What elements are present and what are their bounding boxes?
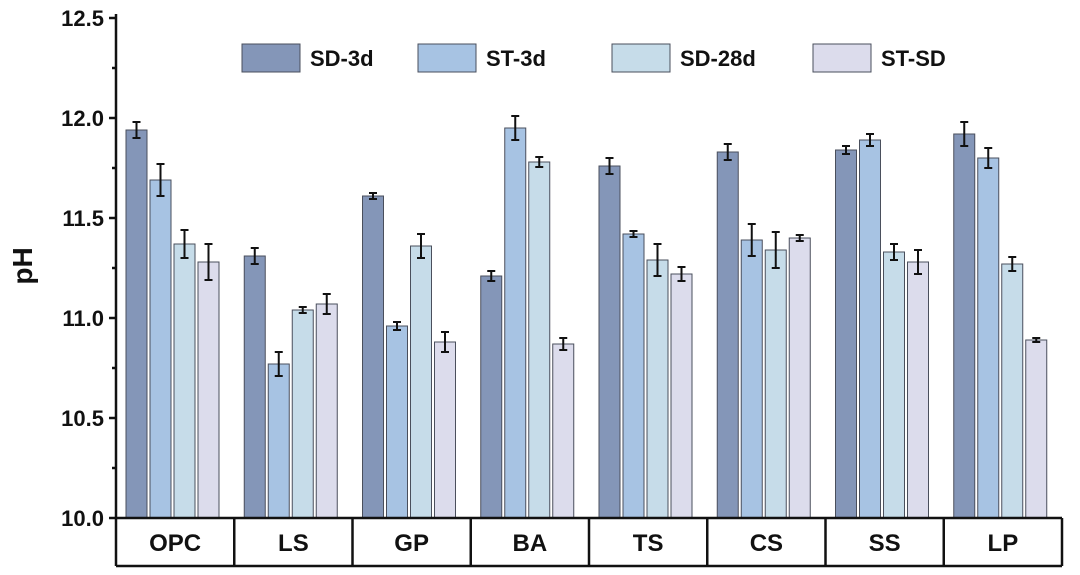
- error-bar-st-sd-opc: [204, 243, 213, 281]
- category-label-ba: BA: [513, 530, 548, 557]
- legend-item-sd-28d: SD-28d: [611, 43, 756, 73]
- bar-sd-3d-ts: [598, 165, 621, 519]
- error-bar-st-3d-cs: [747, 223, 756, 257]
- error-bar-st-3d-lp: [984, 147, 993, 169]
- error-bar-st-3d-ts: [629, 230, 638, 238]
- error-bar-st-sd-ss: [914, 249, 922, 275]
- category-label-cs: CS: [750, 530, 783, 557]
- bar-st-sd-gp: [434, 341, 456, 519]
- bar-st-3d-cs: [740, 239, 763, 519]
- y-tick-label: 12.0: [61, 106, 104, 131]
- error-bar-sd-3d-gp: [369, 192, 377, 200]
- bar-sd-28d-ba: [528, 161, 551, 519]
- bar-st-sd-cs: [788, 237, 811, 519]
- bar-st-3d-ba: [504, 127, 527, 519]
- error-bar-sd-3d-lp: [960, 121, 969, 147]
- bar-st-sd-ss: [907, 261, 929, 519]
- legend: SD-3d ST-3d SD-28d ST-SD: [241, 43, 946, 73]
- legend-label: SD-28d: [680, 46, 756, 71]
- error-bar-st-3d-gp: [393, 321, 401, 331]
- error-bar-st-sd-ts: [677, 266, 686, 282]
- bar-st-sd-ls: [315, 303, 338, 519]
- bar-sd-28d-ls: [291, 309, 314, 519]
- error-bar-sd-28d-ss: [890, 243, 898, 261]
- y-tick-label: 11.5: [62, 206, 104, 231]
- error-bar-sd-3d-cs: [723, 143, 732, 161]
- error-bar-st-3d-ls: [274, 351, 283, 377]
- bar-sd-3d-ls: [243, 255, 266, 519]
- error-bar-st-3d-opc: [156, 163, 165, 197]
- legend-label: SD-3d: [310, 46, 374, 71]
- bar-st-3d-ss: [859, 139, 881, 519]
- legend-swatch: [241, 43, 301, 73]
- bar-st-sd-ba: [552, 343, 575, 519]
- error-bar-st-sd-cs: [795, 234, 804, 242]
- error-bar-st-sd-gp: [441, 331, 449, 353]
- bar-sd-28d-ss: [883, 251, 905, 519]
- bar-sd-28d-lp: [1001, 263, 1024, 519]
- y-axis-label: pH: [7, 247, 38, 284]
- y-tick-label: 10.0: [61, 506, 104, 531]
- legend-label: ST-3d: [486, 46, 546, 71]
- bar-sd-3d-lp: [953, 133, 976, 519]
- plot-area: [125, 115, 1048, 519]
- bar-sd-3d-cs: [716, 151, 739, 519]
- error-bar-sd-3d-ts: [605, 157, 614, 175]
- error-bar-sd-28d-ba: [535, 156, 544, 168]
- bar-st-sd-opc: [197, 261, 220, 519]
- category-label-lp: LP: [988, 530, 1019, 557]
- axes: OPC LS GP BA TS CS SS LP 10.0 10.5 11.0 11.5 12.0 12.…: [61, 6, 1064, 568]
- bar-st-3d-lp: [977, 157, 1000, 519]
- bar-sd-3d-ba: [480, 275, 503, 519]
- category-label-opc: OPC: [149, 530, 201, 557]
- legend-swatch: [611, 43, 671, 73]
- error-bar-sd-28d-ls: [298, 306, 307, 314]
- error-bar-st-sd-lp: [1032, 337, 1041, 343]
- bar-sd-28d-ts: [646, 259, 669, 519]
- error-bar-sd-28d-ts: [653, 243, 662, 277]
- category-label-ss: SS: [869, 530, 901, 557]
- legend-swatch: [812, 43, 872, 73]
- error-bar-sd-28d-gp: [417, 233, 425, 259]
- error-bar-sd-3d-opc: [132, 121, 141, 139]
- error-bar-sd-3d-ba: [487, 270, 496, 282]
- error-bar-sd-3d-ss: [842, 145, 850, 155]
- error-bar-sd-28d-opc: [180, 229, 189, 259]
- bar-st-3d-ls: [267, 363, 290, 519]
- bar-st-sd-lp: [1025, 339, 1048, 519]
- legend-item-st-sd: ST-SD: [812, 43, 946, 73]
- error-bar-st-sd-ba: [559, 337, 568, 351]
- category-label-ts: TS: [633, 530, 664, 557]
- bar-sd-28d-opc: [173, 243, 196, 519]
- bar-sd-3d-ss: [835, 149, 857, 519]
- bar-st-3d-opc: [149, 179, 172, 519]
- legend-item-st-3d: ST-3d: [417, 43, 546, 73]
- category-label-gp: GP: [394, 530, 429, 557]
- error-bar-sd-28d-lp: [1008, 256, 1017, 272]
- bar-st-3d-ts: [622, 233, 645, 519]
- legend-swatch: [417, 43, 477, 73]
- y-tick-label: 11.0: [62, 306, 104, 331]
- error-bar-st-3d-ss: [866, 133, 874, 147]
- bar-st-sd-ts: [670, 273, 693, 519]
- bar-sd-28d-gp: [410, 245, 432, 519]
- error-bar-sd-28d-cs: [771, 231, 780, 269]
- y-tick-label: 12.5: [61, 6, 104, 31]
- category-label-ls: LS: [278, 530, 309, 557]
- bar-st-3d-gp: [386, 325, 408, 519]
- legend-item-sd-3d: SD-3d: [241, 43, 374, 73]
- y-tick-label: 10.5: [61, 406, 104, 431]
- error-bar-sd-3d-ls: [250, 247, 259, 265]
- error-bar-st-sd-ls: [322, 293, 331, 315]
- bar-sd-28d-cs: [764, 249, 787, 519]
- bar-sd-3d-gp: [362, 195, 384, 519]
- bar-sd-3d-opc: [125, 129, 148, 519]
- error-bar-st-3d-ba: [511, 115, 520, 141]
- legend-label: ST-SD: [881, 46, 946, 71]
